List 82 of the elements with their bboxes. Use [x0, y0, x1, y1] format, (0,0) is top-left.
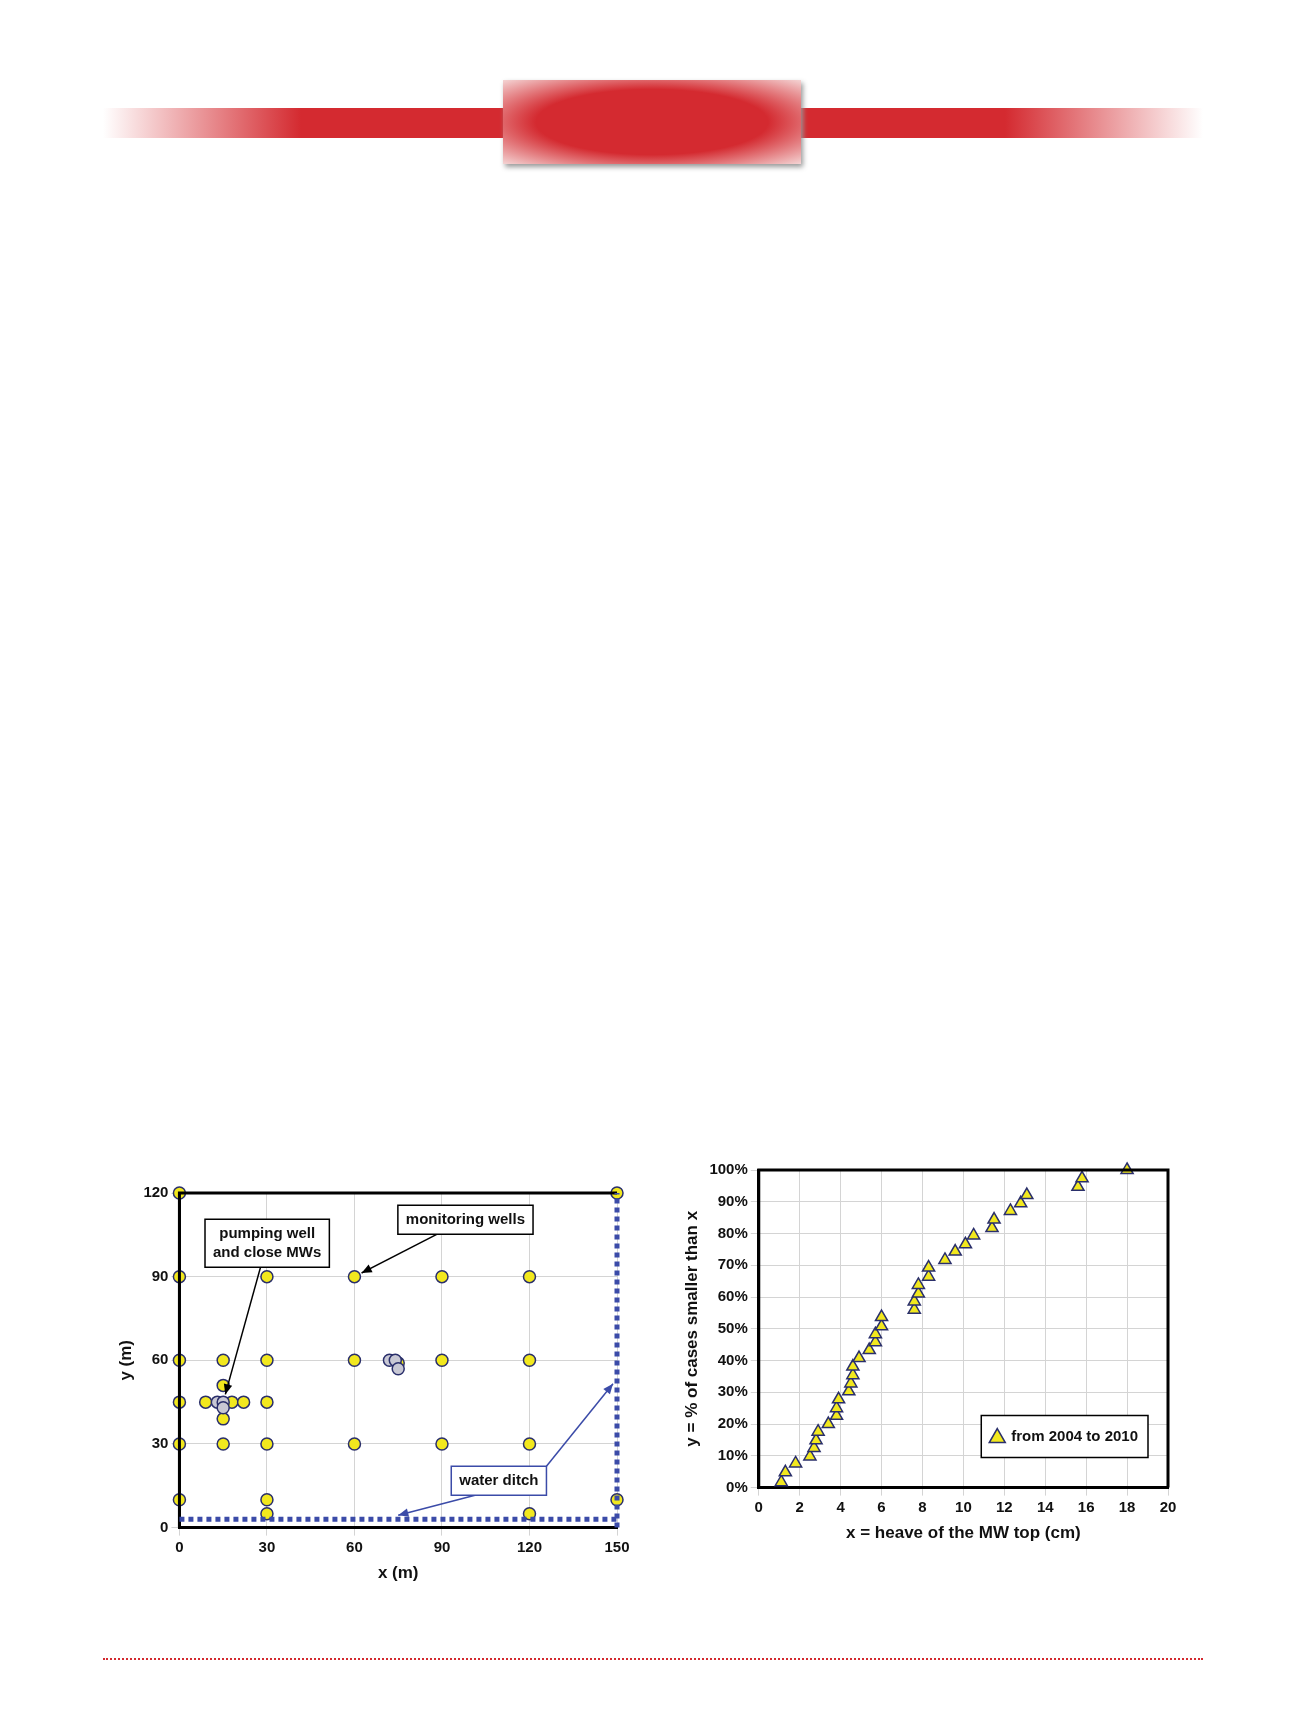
point: [260, 1269, 274, 1284]
y-tick-label: 60%: [717, 1287, 748, 1305]
y-tick-label: 30: [151, 1434, 169, 1452]
point: [435, 1353, 449, 1368]
point: [987, 1211, 1001, 1224]
x-tick-label: 14: [1036, 1497, 1055, 1515]
point: [435, 1269, 449, 1284]
x-tick-label: 0: [754, 1497, 763, 1515]
x-tick-label: 8: [918, 1497, 927, 1515]
y-tick-label: 90: [151, 1266, 169, 1284]
y-tick-label: 10%: [717, 1445, 748, 1463]
point: [522, 1269, 537, 1284]
point: [216, 1437, 230, 1451]
point: [966, 1227, 981, 1240]
point: [846, 1358, 860, 1371]
legend-label: from 2004 to 2010: [1011, 1426, 1138, 1444]
point: [811, 1423, 825, 1436]
point: [1020, 1187, 1034, 1200]
point: [958, 1236, 973, 1249]
x-tick-label: 6: [877, 1497, 886, 1515]
point: [522, 1437, 537, 1451]
point: [347, 1437, 362, 1451]
point: [778, 1464, 793, 1477]
y-tick-label: 70%: [717, 1255, 748, 1273]
point: [260, 1492, 274, 1507]
point: [1013, 1195, 1028, 1208]
point: [347, 1353, 362, 1368]
annotation: monitoring wells: [405, 1209, 526, 1227]
point: [921, 1259, 936, 1272]
point: [821, 1416, 836, 1429]
x-tick-label: 0: [175, 1537, 184, 1555]
x-tick-label: 10: [955, 1497, 972, 1515]
point: [831, 1391, 846, 1404]
y-tick-label: 0: [160, 1517, 169, 1535]
y-axis-title: y (m): [115, 1339, 135, 1381]
x-tick-label: 30: [258, 1537, 276, 1555]
point: [862, 1342, 877, 1355]
annotation: pumping well and close MWs: [213, 1223, 322, 1260]
point: [260, 1353, 274, 1368]
point: [216, 1400, 230, 1415]
point: [1003, 1203, 1018, 1216]
x-tick-label: 90: [433, 1537, 451, 1555]
y-tick-label: 40%: [717, 1350, 748, 1368]
ref-line-label: water ditch: [458, 1470, 539, 1488]
point: [522, 1353, 537, 1368]
y-tick-label: 50%: [717, 1318, 748, 1336]
point: [788, 1455, 803, 1468]
x-axis-title: x (m): [377, 1563, 419, 1583]
x-tick-label: 150: [604, 1537, 630, 1555]
y-tick-label: 60: [151, 1350, 169, 1368]
point: [852, 1350, 866, 1363]
y-tick-label: 30%: [717, 1382, 748, 1400]
y-tick-label: 0%: [726, 1477, 748, 1495]
y-tick-label: 20%: [717, 1414, 748, 1432]
x-tick-label: 16: [1077, 1497, 1095, 1515]
point: [948, 1243, 963, 1256]
point: [236, 1395, 251, 1409]
x-tick-label: 12: [995, 1497, 1013, 1515]
y-tick-label: 100%: [709, 1160, 748, 1178]
x-tick-label: 4: [836, 1497, 846, 1515]
point: [874, 1309, 889, 1322]
point: [198, 1395, 213, 1409]
point: [347, 1269, 362, 1284]
y-tick-label: 90%: [717, 1191, 748, 1209]
point: [260, 1395, 274, 1409]
x-axis-title: x = heave of the MW top (cm): [846, 1523, 1081, 1543]
x-tick-label: 18: [1118, 1497, 1136, 1515]
point: [435, 1437, 449, 1451]
x-tick-label: 120: [516, 1537, 542, 1555]
point: [391, 1361, 405, 1376]
y-axis-title: y = % of cases smaller than x: [681, 1210, 701, 1447]
x-tick-label: 2: [795, 1497, 804, 1515]
y-tick-label: 120: [143, 1183, 169, 1201]
point: [911, 1277, 926, 1290]
point: [216, 1353, 230, 1368]
y-tick-label: 80%: [717, 1223, 748, 1241]
point: [216, 1412, 230, 1426]
x-tick-label: 20: [1159, 1497, 1177, 1515]
point: [260, 1437, 274, 1451]
point: [938, 1252, 952, 1265]
x-tick-label: 60: [346, 1537, 363, 1555]
point: [1075, 1170, 1089, 1183]
